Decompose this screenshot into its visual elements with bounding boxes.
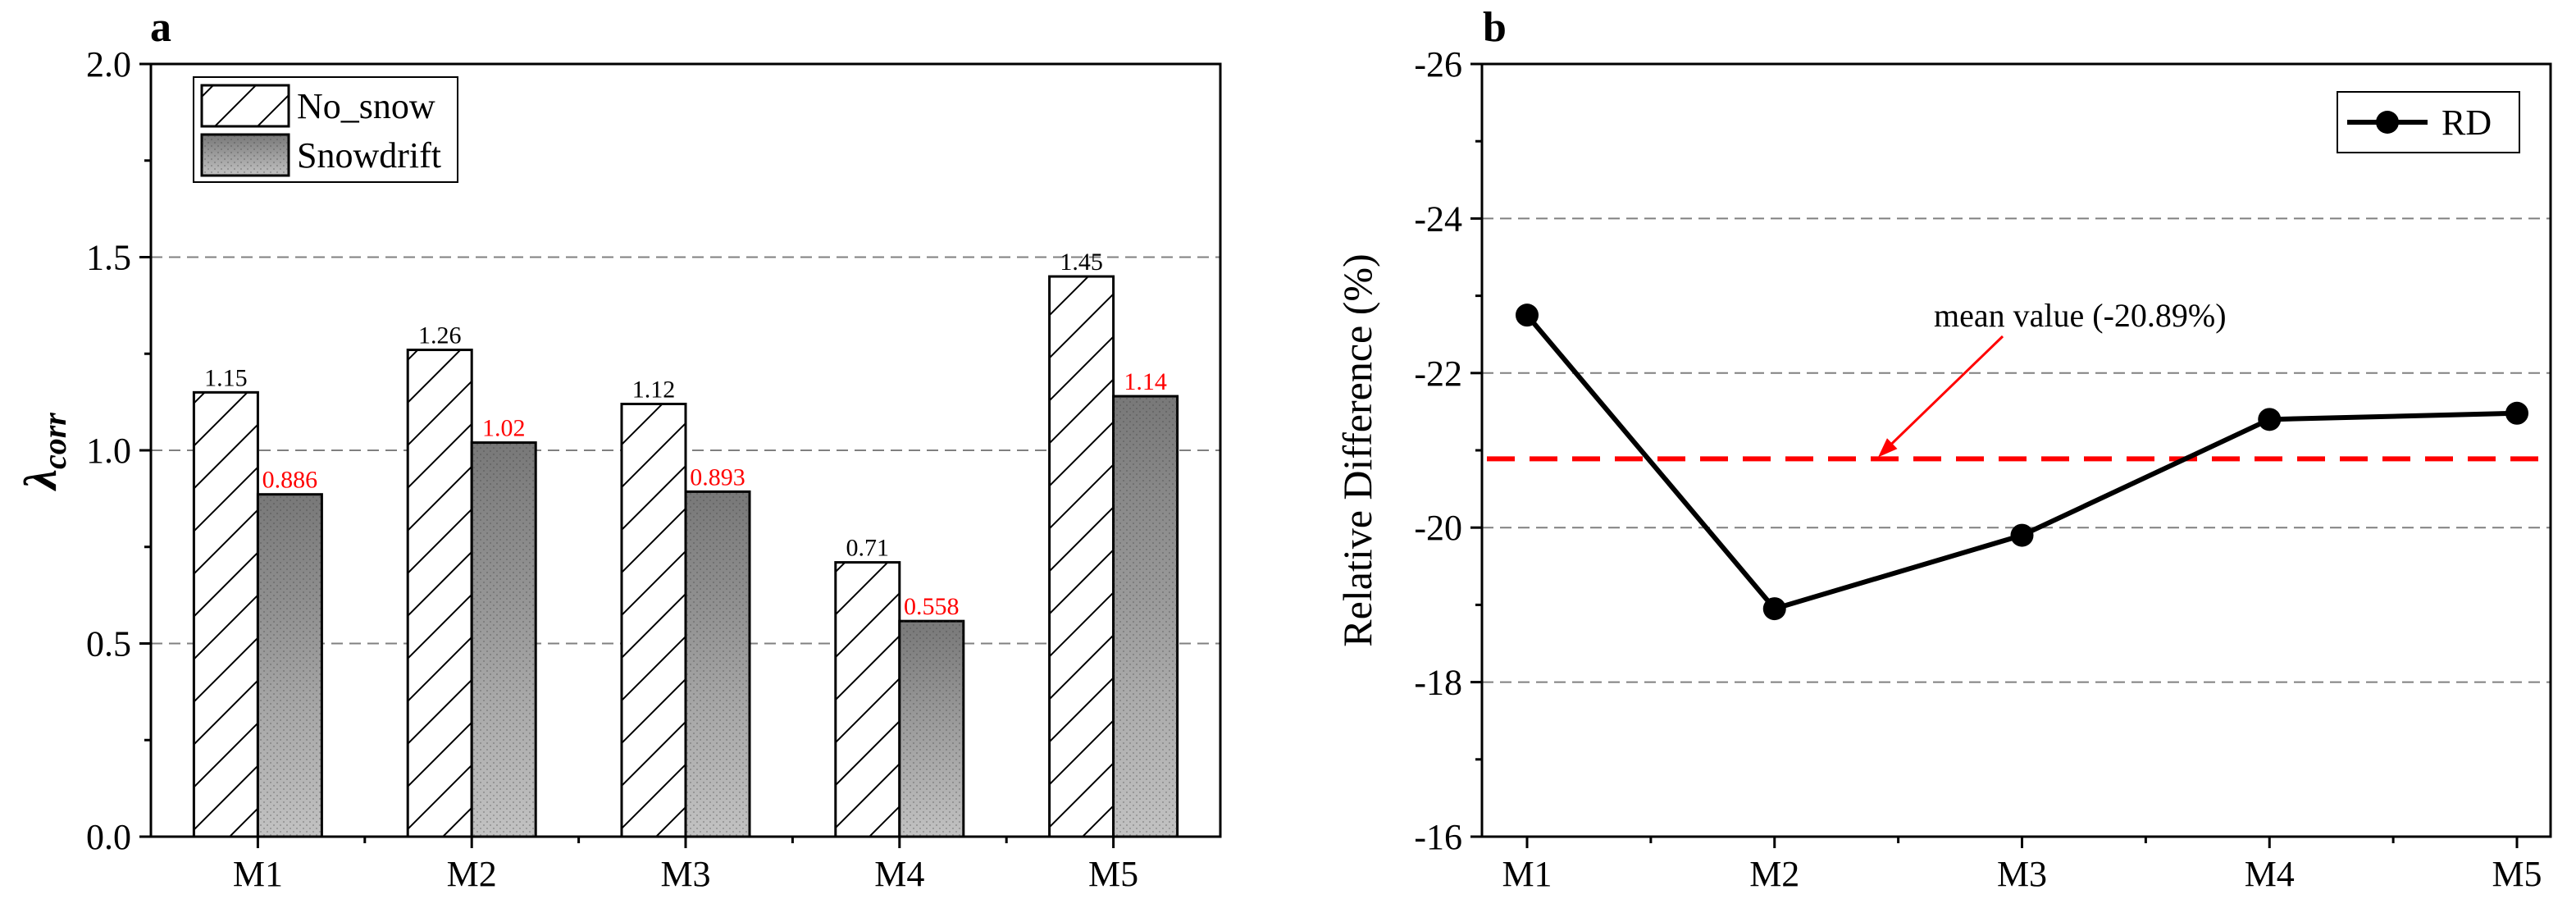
data-label-no-snow-m3: 1.12 bbox=[632, 376, 676, 403]
rd-point-m3 bbox=[2010, 523, 2034, 547]
rd-point-m1 bbox=[1516, 303, 1539, 327]
y-tick-label: 2.0 bbox=[86, 44, 131, 84]
rd-point-m5 bbox=[2505, 401, 2528, 425]
bar-snowdrift-m4-texture bbox=[899, 621, 964, 837]
panel-a-legend: No_snow Snowdrift bbox=[193, 76, 458, 183]
x-tick-label: M5 bbox=[1088, 854, 1138, 894]
mean-annotation: mean value (-20.89%) bbox=[1878, 297, 2227, 458]
panel-a-x-axis: M1 M2 M3 M4 M5 bbox=[233, 837, 1138, 894]
y-tick-label: -22 bbox=[1414, 354, 1462, 394]
x-tick-label: M5 bbox=[2492, 854, 2542, 894]
y-tick-label: -24 bbox=[1414, 199, 1462, 239]
bar-snowdrift-m5-texture bbox=[1113, 396, 1178, 837]
legend-marker-rd bbox=[2376, 111, 2399, 134]
data-label-no-snow-m5: 1.45 bbox=[1060, 249, 1103, 276]
panel-a-y-axis-title: λcorr bbox=[16, 413, 73, 491]
y-tick-label: -26 bbox=[1414, 44, 1462, 84]
mean-annotation-text: mean value (-20.89%) bbox=[1934, 297, 2227, 334]
x-tick-label: M3 bbox=[660, 854, 710, 894]
bar-no-snow-m5 bbox=[1048, 275, 1115, 838]
y-tick-label: 1.5 bbox=[86, 238, 131, 278]
legend-swatch-no-snow bbox=[200, 84, 290, 128]
panel-a-data-labels: 1.15 0.886 1.26 1.02 1.12 0.893 0.71 0.558 1.45 1… bbox=[204, 249, 1167, 620]
legend-swatch-snowdrift-texture bbox=[202, 135, 289, 176]
mean-annotation-arrowhead bbox=[1878, 438, 1898, 458]
x-tick-label: M4 bbox=[874, 854, 924, 894]
y-axis-title-symbol: λ bbox=[16, 469, 66, 491]
rd-point-m2 bbox=[1762, 597, 1786, 621]
panel-b-y-axis: -16 -18 -20 -22 -24 -26 bbox=[1414, 44, 1482, 857]
y-axis-title-subscript: corr bbox=[36, 413, 73, 469]
bar-no-snow-m3 bbox=[620, 402, 687, 838]
data-label-snowdrift-m4: 0.558 bbox=[904, 593, 960, 620]
bar-snowdrift-m3-texture bbox=[686, 491, 750, 837]
rd-series-points bbox=[1516, 303, 2528, 621]
data-label-snowdrift-m3: 0.893 bbox=[690, 463, 745, 491]
bar-no-snow-m1 bbox=[192, 390, 259, 838]
panel-b-legend: RD bbox=[2337, 91, 2520, 153]
bar-snowdrift-m1-texture bbox=[258, 494, 322, 837]
panel-b-x-axis: M1 M2 M3 M4 M5 bbox=[1502, 837, 2542, 894]
rd-series-line bbox=[1525, 313, 2518, 612]
x-tick-label: M2 bbox=[447, 854, 497, 894]
data-label-no-snow-m4: 0.71 bbox=[846, 535, 890, 562]
y-tick-label: -20 bbox=[1414, 508, 1462, 548]
rd-point-m4 bbox=[2258, 408, 2282, 431]
x-tick-label: M1 bbox=[1502, 854, 1552, 894]
data-label-snowdrift-m1: 0.886 bbox=[262, 467, 318, 494]
bar-no-snow-m4 bbox=[834, 561, 901, 838]
data-label-no-snow-m2: 1.26 bbox=[418, 322, 462, 349]
y-tick-label: 0.5 bbox=[86, 624, 131, 664]
x-tick-label: M2 bbox=[1749, 854, 1799, 894]
panel-a-bars bbox=[192, 275, 1179, 838]
x-tick-label: M3 bbox=[1997, 854, 2047, 894]
panel-b: b mean value (-20.89%) -16 -18 -20 -22 -24 -2… bbox=[1334, 4, 2552, 894]
x-tick-label: M1 bbox=[233, 854, 283, 894]
y-tick-label: 0.0 bbox=[86, 817, 131, 857]
data-label-snowdrift-m2: 1.02 bbox=[482, 415, 526, 442]
panel-b-y-axis-title: Relative Difference (%) bbox=[1334, 253, 1380, 646]
y-tick-label: -16 bbox=[1414, 817, 1462, 857]
bar-no-snow-m2 bbox=[406, 349, 473, 838]
mean-annotation-arrow bbox=[1883, 335, 2004, 452]
data-label-snowdrift-m5: 1.14 bbox=[1124, 368, 1167, 395]
y-tick-label: 1.0 bbox=[86, 431, 131, 471]
panel-b-label: b bbox=[1483, 4, 1507, 51]
y-tick-label: -18 bbox=[1414, 663, 1462, 703]
panel-a-y-axis: 0.0 0.5 1.0 1.5 2.0 bbox=[86, 44, 151, 857]
legend-label-snowdrift: Snowdrift bbox=[297, 135, 441, 176]
panel-a: a 1.15 0.886 1.26 1.02 1.12 0.893 0.71 0.558 1.4… bbox=[16, 4, 1222, 894]
legend-label-no-snow: No_snow bbox=[297, 86, 435, 126]
data-label-no-snow-m1: 1.15 bbox=[204, 364, 248, 391]
legend-label-rd: RD bbox=[2442, 103, 2492, 143]
panel-a-label: a bbox=[150, 4, 171, 51]
bar-snowdrift-m2-texture bbox=[472, 442, 536, 837]
x-tick-label: M4 bbox=[2245, 854, 2295, 894]
